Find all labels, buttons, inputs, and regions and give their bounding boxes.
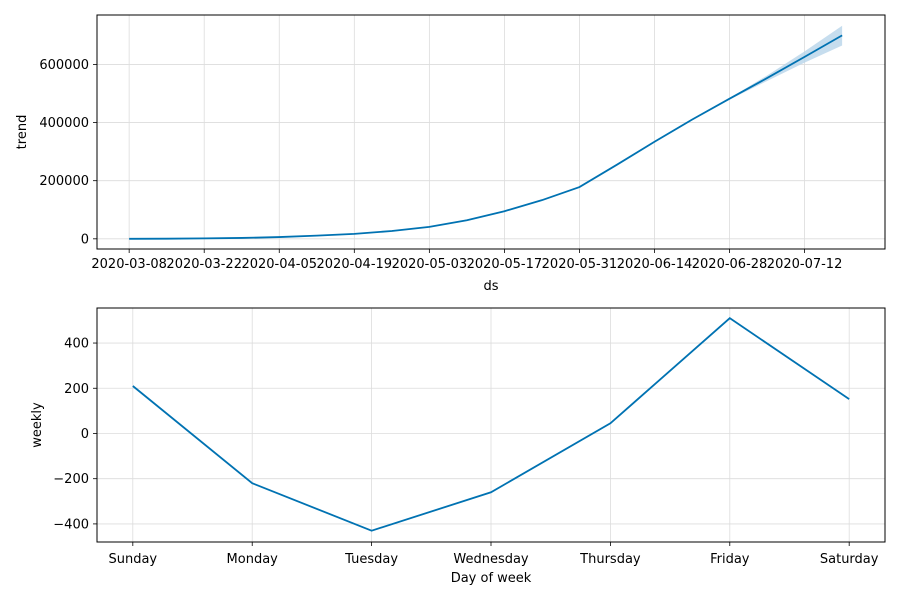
trend-x-tick-label: 2020-04-19: [317, 257, 393, 272]
trend-x-tick-label: 2020-07-12: [767, 257, 843, 272]
weekly-x-tick-label: Tuesday: [344, 552, 398, 567]
trend-y-tick-label: 400000: [39, 116, 89, 131]
weekly-x-tick-label: Monday: [227, 552, 279, 567]
trend-line: [129, 34, 843, 240]
weekly-line: [132, 317, 850, 532]
weekly-y-tick-label: 0: [81, 427, 89, 442]
trend-x-tick-label: 2020-03-22: [166, 257, 242, 272]
weekly-x-tick-label: Thursday: [579, 552, 641, 567]
weekly-x-tick-label: Wednesday: [453, 552, 529, 567]
weekly-x-tick-label: Saturday: [820, 552, 879, 567]
trend-x-tick-label: 2020-06-28: [692, 257, 768, 272]
weekly-y-tick-label: 400: [64, 337, 89, 352]
weekly-gridlines: [97, 308, 885, 542]
weekly-y-tick-label: −400: [53, 517, 89, 532]
trend-x-tick-label: 2020-06-14: [617, 257, 693, 272]
trend-x-tick-label: 2020-05-03: [392, 257, 468, 272]
trend-y-tick-label: 0: [81, 232, 89, 247]
trend-x-axis-label: ds: [483, 279, 498, 294]
weekly-panel: Sunday Monday Tuesday Wednesday Thursday Frid…: [30, 307, 886, 586]
trend-x-tick-label: 2020-03-08: [91, 257, 167, 272]
weekly-y-axis-label: weekly: [30, 402, 45, 448]
weekly-axes-frame: [96, 307, 886, 543]
trend-x-tick-label: 2020-05-31: [542, 257, 618, 272]
weekly-y-tick-label: −200: [53, 472, 89, 487]
weekly-x-axis-label: Day of week: [451, 571, 532, 586]
trend-x-tick-label: 2020-05-17: [467, 257, 543, 272]
weekly-ticks: Sunday Monday Tuesday Wednesday Thursday Frid…: [53, 337, 878, 567]
trend-panel: 2020-03-08 2020-03-22 2020-04-05 2020-04-19…: [15, 14, 886, 294]
trend-y-axis-label: trend: [15, 115, 30, 150]
trend-axes-frame: [96, 14, 886, 250]
weekly-x-tick-label: Friday: [710, 552, 750, 567]
weekly-y-tick-label: 200: [64, 382, 89, 397]
weekly-x-tick-label: Sunday: [108, 552, 157, 567]
trend-x-tick-label: 2020-04-05: [241, 257, 317, 272]
trend-y-tick-label: 200000: [39, 174, 89, 189]
trend-ticks: 2020-03-08 2020-03-22 2020-04-05 2020-04-19…: [39, 58, 842, 272]
trend-y-tick-label: 600000: [39, 58, 89, 73]
